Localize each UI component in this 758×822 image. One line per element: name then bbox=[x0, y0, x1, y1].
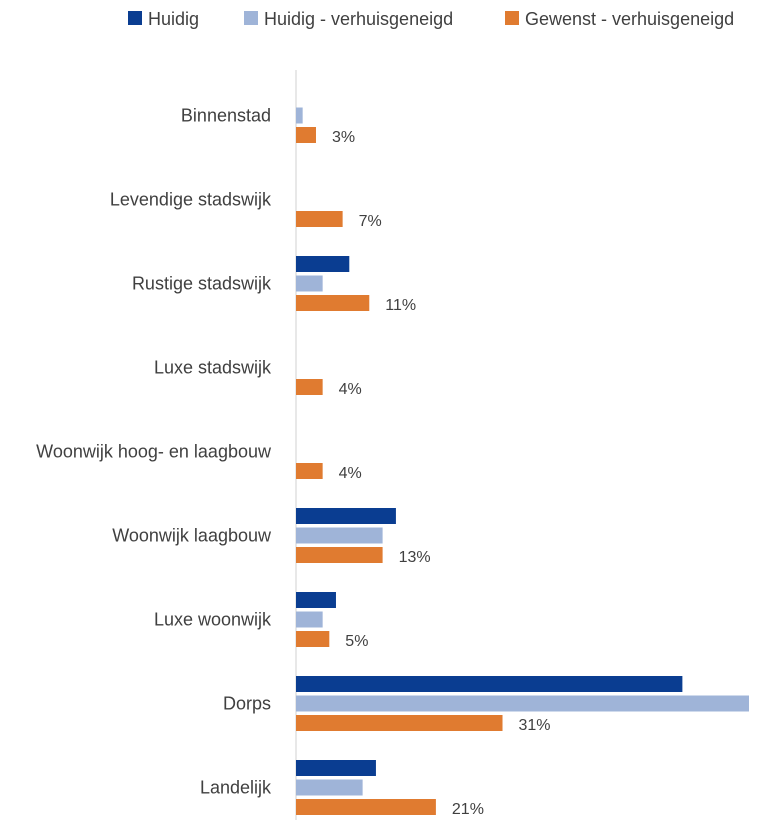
legend-swatch-2 bbox=[244, 11, 258, 25]
legend-label-1: Huidig bbox=[148, 9, 199, 29]
category-label: Binnenstad bbox=[181, 106, 271, 126]
bar-2 bbox=[296, 695, 749, 712]
bar-2 bbox=[296, 527, 383, 544]
legend-label-2: Huidig - verhuisgeneigd bbox=[264, 9, 453, 29]
legend-swatch-3 bbox=[505, 11, 519, 25]
data-label: 21% bbox=[452, 801, 484, 818]
bar-3 bbox=[296, 799, 436, 815]
bar-1 bbox=[296, 256, 350, 272]
legend-swatch-1 bbox=[128, 11, 142, 25]
bar-2 bbox=[296, 779, 363, 796]
bar-3 bbox=[296, 379, 323, 395]
bar-3 bbox=[296, 127, 316, 143]
bar-2 bbox=[296, 275, 323, 292]
bar-3 bbox=[296, 631, 330, 647]
bar-1 bbox=[296, 508, 396, 524]
bar-2 bbox=[296, 107, 303, 124]
category-label: Woonwijk laagbouw bbox=[112, 526, 272, 546]
bar-3 bbox=[296, 715, 503, 731]
bar-1 bbox=[296, 676, 683, 692]
legend: Huidig Huidig - verhuisgeneigd Gewenst - v… bbox=[128, 9, 734, 29]
category-labels: Binnenstad Levendige stadswijk Rustige sta… bbox=[36, 106, 272, 798]
bar-2 bbox=[296, 611, 323, 628]
data-label: 4% bbox=[339, 465, 362, 482]
data-label: 3% bbox=[332, 129, 355, 146]
bar-3 bbox=[296, 547, 383, 563]
bars bbox=[296, 107, 749, 815]
legend-label-3: Gewenst - verhuisgeneigd bbox=[525, 9, 734, 29]
bar-3 bbox=[296, 295, 370, 311]
bar-1 bbox=[296, 760, 376, 776]
bar-1 bbox=[296, 592, 336, 608]
category-label: Luxe woonwijk bbox=[154, 610, 272, 630]
data-label: 7% bbox=[359, 213, 382, 230]
category-label: Levendige stadswijk bbox=[110, 190, 272, 210]
category-label: Woonwijk hoog- en laagbouw bbox=[36, 442, 272, 462]
bar-3 bbox=[296, 211, 343, 227]
category-label: Dorps bbox=[223, 694, 271, 714]
data-label: 11% bbox=[385, 297, 416, 314]
data-label: 13% bbox=[399, 549, 431, 566]
data-label: 5% bbox=[345, 633, 368, 650]
bar-3 bbox=[296, 463, 323, 479]
category-label: Luxe stadswijk bbox=[154, 358, 272, 378]
category-label: Rustige stadswijk bbox=[132, 274, 272, 294]
data-labels: 3% 7% 11% 4% 4% 13% 5% 31% 21% bbox=[332, 129, 551, 818]
category-label: Landelijk bbox=[200, 778, 272, 798]
data-label: 4% bbox=[339, 381, 362, 398]
data-label: 31% bbox=[519, 717, 551, 734]
